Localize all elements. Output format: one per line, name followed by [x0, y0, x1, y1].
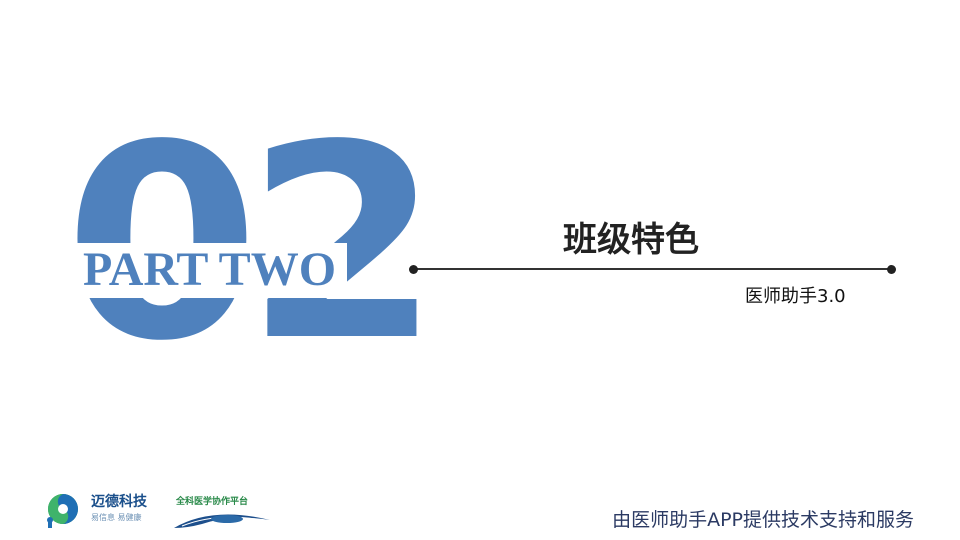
allied-physician-logo: 全科医学协作平台 — [172, 496, 272, 530]
allied-physician-logo-icon — [174, 514, 270, 528]
divider-dot-right — [887, 264, 896, 274]
company-logo-name: 迈德科技 — [91, 494, 147, 510]
divider-line — [412, 268, 892, 270]
section-title: 班级特色 — [563, 220, 699, 260]
company-logo-slogan: 易信息 易健康 — [91, 513, 142, 522]
divider-dot-left — [409, 264, 418, 274]
section-subtitle: 医师助手3.0 — [745, 286, 846, 307]
part-label: PART TWO — [83, 243, 337, 296]
footer-credit: 由医师助手APP提供技术支持和服务 — [612, 509, 914, 531]
company-logo: 迈德科技 易信息 易健康 — [44, 492, 154, 528]
part-label-band — [72, 243, 347, 298]
company-logo-icon — [47, 494, 78, 528]
allied-physician-logo-name: 全科医学协作平台 — [176, 497, 249, 507]
